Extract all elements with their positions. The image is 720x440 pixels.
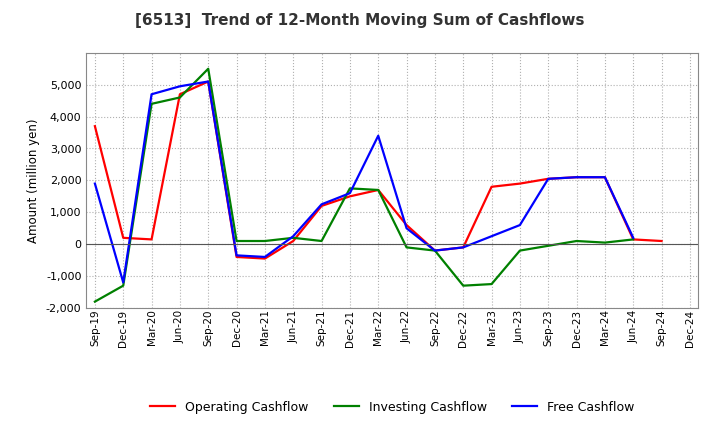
Free Cashflow [431,248,439,253]
Operating Cashflow [572,175,581,180]
Free Cashflow [516,222,524,228]
Investing Cashflow [176,95,184,100]
Investing Cashflow [516,248,524,253]
Free Cashflow [148,92,156,97]
Operating Cashflow [261,256,269,261]
Free Cashflow [176,84,184,89]
Investing Cashflow [374,187,382,193]
Free Cashflow [261,254,269,260]
Investing Cashflow [318,238,326,244]
Text: [6513]  Trend of 12-Month Moving Sum of Cashflows: [6513] Trend of 12-Month Moving Sum of C… [135,13,585,28]
Investing Cashflow [431,248,439,253]
Investing Cashflow [233,238,241,244]
Y-axis label: Amount (million yen): Amount (million yen) [27,118,40,242]
Free Cashflow [487,234,496,239]
Investing Cashflow [629,237,637,242]
Investing Cashflow [487,282,496,287]
Operating Cashflow [318,203,326,209]
Operating Cashflow [544,176,552,181]
Operating Cashflow [148,237,156,242]
Free Cashflow [91,181,99,186]
Operating Cashflow [289,238,297,244]
Investing Cashflow [544,243,552,249]
Operating Cashflow [487,184,496,189]
Investing Cashflow [572,238,581,244]
Operating Cashflow [374,187,382,193]
Operating Cashflow [657,238,666,244]
Free Cashflow [544,176,552,181]
Free Cashflow [600,175,609,180]
Investing Cashflow [600,240,609,245]
Legend: Operating Cashflow, Investing Cashflow, Free Cashflow: Operating Cashflow, Investing Cashflow, … [145,396,639,419]
Operating Cashflow [431,248,439,253]
Line: Free Cashflow: Free Cashflow [95,81,633,282]
Operating Cashflow [176,92,184,97]
Free Cashflow [629,235,637,240]
Free Cashflow [402,226,411,231]
Operating Cashflow [233,254,241,260]
Investing Cashflow [459,283,467,288]
Free Cashflow [318,202,326,207]
Operating Cashflow [402,222,411,228]
Investing Cashflow [289,235,297,240]
Operating Cashflow [119,235,127,240]
Operating Cashflow [204,79,212,84]
Investing Cashflow [346,186,354,191]
Operating Cashflow [346,194,354,199]
Operating Cashflow [600,175,609,180]
Free Cashflow [204,79,212,84]
Operating Cashflow [91,124,99,129]
Investing Cashflow [119,283,127,288]
Operating Cashflow [516,181,524,186]
Free Cashflow [289,234,297,239]
Free Cashflow [459,245,467,250]
Operating Cashflow [459,245,467,250]
Free Cashflow [346,191,354,196]
Investing Cashflow [148,101,156,106]
Free Cashflow [572,175,581,180]
Free Cashflow [119,280,127,285]
Line: Investing Cashflow: Investing Cashflow [95,69,633,302]
Line: Operating Cashflow: Operating Cashflow [95,81,662,259]
Investing Cashflow [91,299,99,304]
Free Cashflow [374,133,382,138]
Investing Cashflow [402,245,411,250]
Operating Cashflow [629,237,637,242]
Investing Cashflow [204,66,212,71]
Investing Cashflow [261,238,269,244]
Free Cashflow [233,253,241,258]
